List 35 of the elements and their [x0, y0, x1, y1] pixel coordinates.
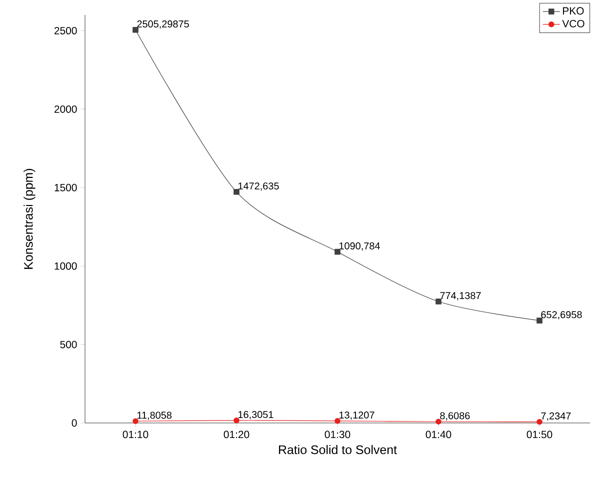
y-tick-label: 500: [60, 340, 77, 348]
legend-label: PKO: [563, 7, 584, 15]
data-label: 1090,784: [339, 242, 380, 251]
point: [132, 26, 138, 33]
x-tick-label: 01:40: [426, 430, 452, 438]
y-tick-label: 1500: [54, 184, 77, 192]
data-label: 1472,635: [238, 182, 279, 191]
point: [132, 418, 138, 424]
data-label: 8,6086: [440, 412, 470, 420]
y-tick-label: 1000: [54, 262, 77, 270]
point: [536, 318, 542, 324]
data-label: 11,8058: [137, 412, 172, 420]
data-label: 774,1387: [440, 292, 481, 300]
y-axis-title: Konsentrasi (ppm): [24, 168, 36, 269]
data-label: 2505,29875: [137, 20, 189, 29]
point: [234, 418, 240, 424]
y-tick-label: 2000: [54, 105, 77, 113]
data-label: 7,2347: [541, 412, 571, 421]
point: [436, 418, 442, 425]
data-label: 13,1207: [339, 412, 374, 420]
x-tick-label: 01:10: [122, 430, 148, 438]
point: [536, 418, 542, 425]
y-tick-label: 0: [72, 419, 77, 427]
point: [234, 189, 240, 195]
x-tick-label: 01:50: [526, 430, 552, 438]
data-label: 652,6958: [541, 311, 582, 320]
x-axis-title: Ratio Solid to Solvent: [278, 444, 397, 454]
legend-label: VCO: [562, 20, 584, 28]
point: [334, 418, 340, 424]
point: [436, 298, 442, 304]
point: [334, 248, 340, 255]
y-tick-label: 2500: [54, 26, 77, 34]
x-tick-label: 01:30: [324, 430, 350, 438]
data-label: 16,3051: [238, 411, 274, 420]
x-tick-label: 01:20: [224, 430, 250, 438]
